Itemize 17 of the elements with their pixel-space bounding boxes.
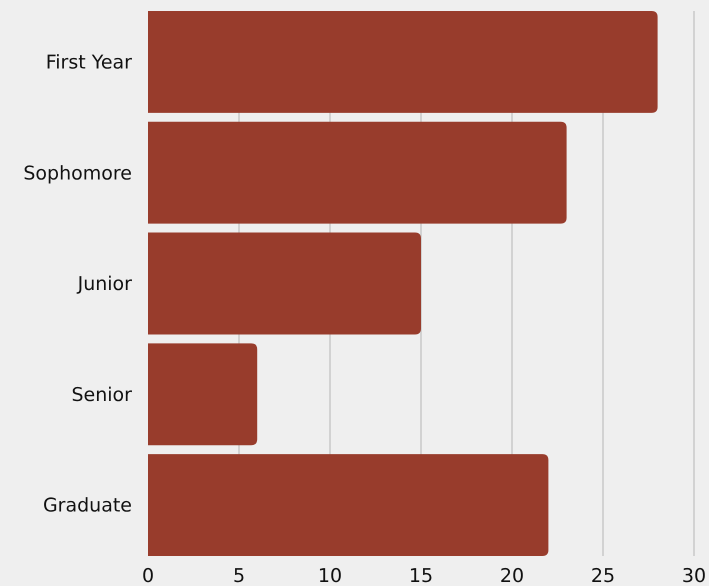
bar [148, 11, 658, 113]
y-tick-label: First Year [46, 52, 132, 74]
y-tick-label: Junior [76, 273, 132, 296]
x-tick-label: 15 [408, 565, 434, 586]
bar [148, 232, 421, 334]
y-tick-label: Graduate [42, 494, 132, 517]
x-tick-label: 25 [590, 565, 616, 586]
y-tick-label: Sophomore [23, 162, 132, 184]
x-tick-label: 30 [682, 565, 706, 586]
x-tick-label: 20 [500, 565, 524, 586]
bar [148, 343, 258, 446]
x-tick-label: 10 [318, 565, 342, 586]
x-tick-label: 5 [232, 565, 246, 586]
bar [148, 122, 567, 224]
bar [148, 454, 548, 556]
y-tick-label: Senior [71, 384, 132, 406]
x-tick-label: 0 [142, 565, 154, 586]
